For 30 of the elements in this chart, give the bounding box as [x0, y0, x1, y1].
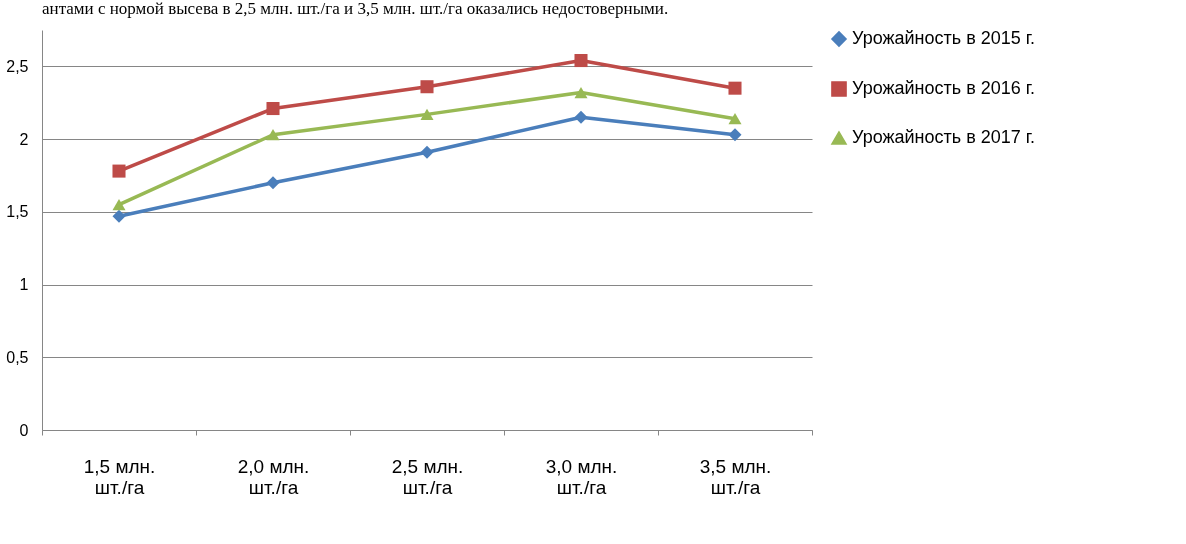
- x-tick-label: 2,5 млн. шт./га: [391, 455, 464, 498]
- y-tick-label: 1: [19, 276, 29, 294]
- y-tick-label: 2,5: [6, 57, 29, 75]
- y-tick-label: 2: [19, 130, 29, 148]
- point: [574, 110, 588, 124]
- x-tick-label: 3,5 млн. шт./га: [699, 455, 772, 498]
- legend-label: Урожайность в 2015 г.: [852, 28, 1036, 48]
- point: [266, 102, 280, 116]
- x-tick-label: 3,0 млн. шт./га: [545, 455, 618, 498]
- x-tick-label: 1,5 млн. шт./га: [83, 455, 156, 498]
- point: [420, 145, 434, 159]
- legend-label: Урожайность в 2016 г.: [852, 78, 1036, 98]
- point: [728, 113, 742, 125]
- y-tick-label: 1,5: [6, 203, 29, 221]
- y-tick-label: 0: [19, 421, 29, 439]
- point: [574, 86, 588, 99]
- point: [112, 198, 126, 211]
- x-tick-label: 2,0 млн. шт./га: [237, 455, 310, 498]
- point: [574, 54, 588, 68]
- text: антами с нормой высева в 2,5 млн. шт./га и 3,5 млн. шт./га оказались недостоверными.: [42, 0, 669, 18]
- point: [420, 80, 434, 94]
- point: [112, 164, 126, 178]
- point: [266, 129, 280, 141]
- legend-label: Урожайность в 2017 г.: [852, 127, 1036, 147]
- y-tick-label: 0,5: [6, 348, 29, 366]
- point: [728, 81, 742, 95]
- point: [728, 128, 742, 142]
- point: [112, 209, 126, 223]
- point: [266, 176, 280, 190]
- point: [420, 108, 434, 121]
